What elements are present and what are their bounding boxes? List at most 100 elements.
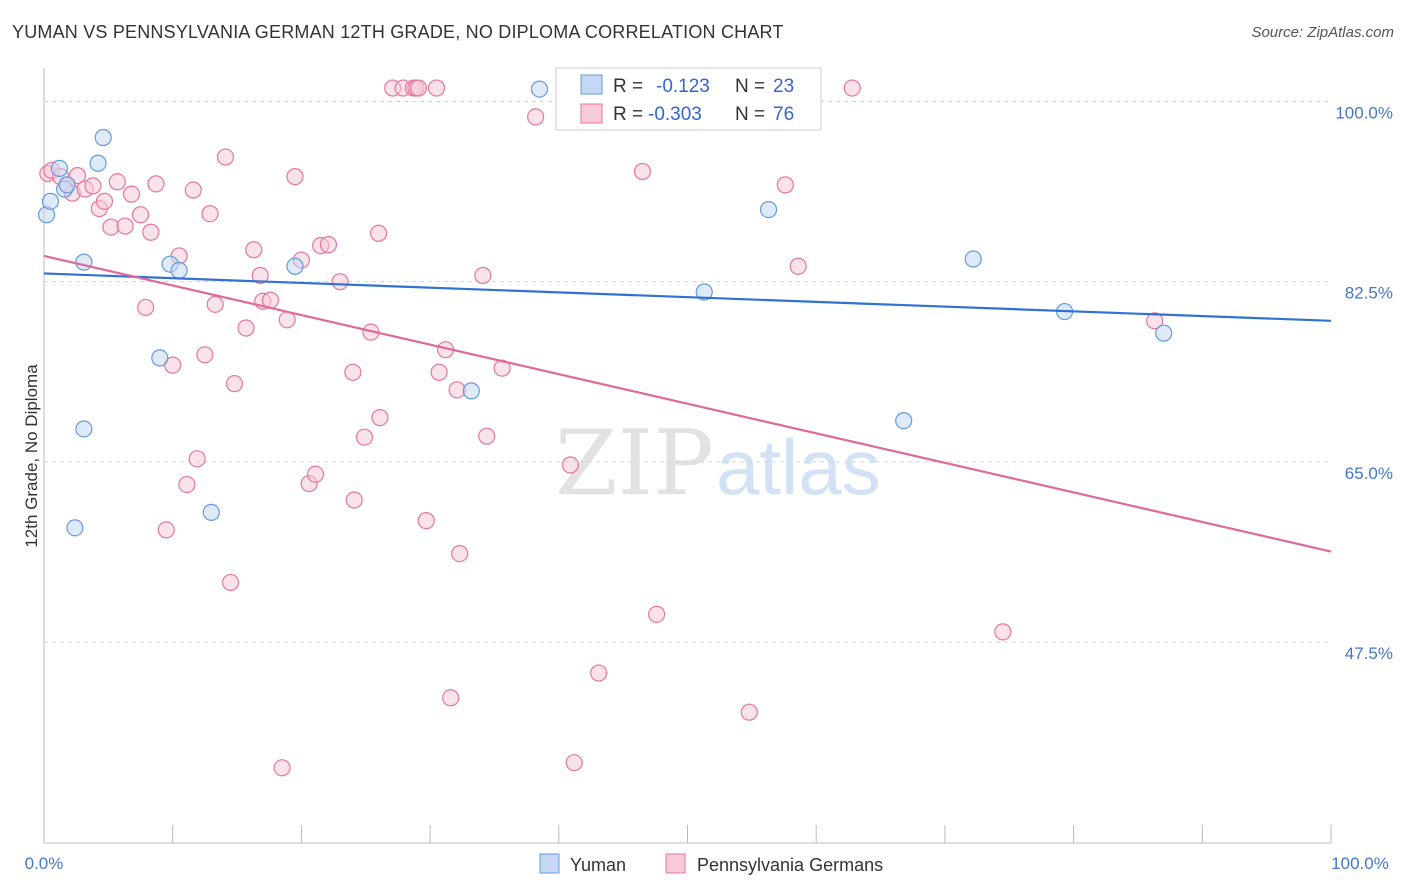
watermark-zip: ZIP <box>555 411 714 516</box>
point-pennsylvania-germans-55 <box>427 79 446 97</box>
point-pennsylvania-germans-18 <box>157 521 175 539</box>
point-pennsylvania-germans-21 <box>178 475 196 494</box>
point-pennsylvania-germans-72 <box>776 176 794 194</box>
point-pennsylvania-germans-71 <box>740 703 758 721</box>
point-pennsylvania-germans-11 <box>108 173 126 191</box>
x-tick-label-max: 100.0% <box>1331 854 1389 873</box>
legend-swatch-pennsylvania-germans <box>580 103 603 124</box>
watermark-atlas: atlas <box>716 423 881 511</box>
point-pennsylvania-germans-31 <box>245 241 263 259</box>
legend-n-label-1: N = <box>735 76 765 97</box>
y-tick-label-3: 100.0% <box>1335 103 1393 122</box>
point-pennsylvania-germans-68 <box>590 664 608 682</box>
point-pennsylvania-germans-69 <box>633 162 652 181</box>
point-pennsylvania-germans-32 <box>251 266 269 285</box>
point-yuman-22 <box>1155 324 1173 342</box>
point-yuman-16 <box>530 80 549 98</box>
trend-line-pennsylvania-germans <box>43 254 1332 553</box>
point-yuman-5 <box>75 253 93 271</box>
point-pennsylvania-germans-24 <box>196 346 214 364</box>
point-pennsylvania-germans-25 <box>201 205 219 223</box>
bottom-legend-label-pennsylvania-germans: Pennsylvania Germans <box>697 855 883 875</box>
point-pennsylvania-germans-23 <box>188 450 206 468</box>
point-pennsylvania-germans-66 <box>561 456 579 474</box>
point-pennsylvania-germans-10 <box>102 218 120 236</box>
point-pennsylvania-germans-35 <box>273 759 291 777</box>
point-yuman-13 <box>202 503 220 521</box>
bottom-legend-swatch-pennsylvania-germans <box>665 853 686 874</box>
point-pennsylvania-germans-42 <box>319 236 338 254</box>
y-axis-title: 12th Grade, No Diploma <box>22 364 41 548</box>
point-pennsylvania-germans-28 <box>222 573 240 592</box>
chart-source: Source: ZipAtlas.com <box>1251 24 1394 41</box>
x-tick-label-min: 0.0% <box>25 854 64 873</box>
point-pennsylvania-germans-56 <box>417 512 435 530</box>
data-points <box>37 79 1173 777</box>
point-yuman-2 <box>50 159 69 177</box>
x-ticks <box>43 825 1332 843</box>
point-pennsylvania-germans-22 <box>184 181 202 199</box>
point-pennsylvania-germans-48 <box>370 224 388 242</box>
trend-line-yuman <box>43 272 1332 322</box>
point-pennsylvania-germans-43 <box>331 273 349 291</box>
point-yuman-9 <box>94 128 112 147</box>
legend-r-label-2: R = <box>613 104 643 125</box>
point-pennsylvania-germans-44 <box>344 363 362 381</box>
point-pennsylvania-germans-9 <box>95 192 114 210</box>
point-pennsylvania-germans-13 <box>122 185 141 203</box>
point-yuman-20 <box>964 250 982 268</box>
point-pennsylvania-germans-15 <box>137 298 155 317</box>
point-pennsylvania-germans-37 <box>286 168 304 186</box>
point-pennsylvania-germans-61 <box>451 544 469 563</box>
point-yuman-10 <box>151 349 169 367</box>
point-yuman-4 <box>58 176 76 194</box>
point-yuman-19 <box>895 412 913 430</box>
point-pennsylvania-germans-76 <box>1146 312 1164 330</box>
bottom-legend: Yuman Pennsylvania Germans <box>539 853 883 875</box>
point-pennsylvania-germans-60 <box>448 381 466 399</box>
point-yuman-6 <box>75 420 93 438</box>
point-pennsylvania-germans-57 <box>430 363 448 381</box>
legend-n-value-1: 23 <box>773 76 794 97</box>
legend-r-value-1: -0.123 <box>656 76 710 97</box>
point-pennsylvania-germans-19 <box>164 356 182 374</box>
point-pennsylvania-germans-73 <box>789 257 807 275</box>
legend-n-label-2: N = <box>735 104 765 125</box>
point-pennsylvania-germans-59 <box>442 689 460 707</box>
point-pennsylvania-germans-70 <box>648 605 666 623</box>
point-yuman-1 <box>41 192 60 210</box>
point-pennsylvania-germans-40 <box>306 465 325 483</box>
point-yuman-14 <box>286 257 304 275</box>
point-yuman-15 <box>462 382 480 400</box>
point-pennsylvania-germans-62 <box>474 266 492 285</box>
point-yuman-12 <box>170 261 188 279</box>
point-yuman-18 <box>759 200 778 219</box>
chart-title: YUMAN VS PENNSYLVANIA GERMAN 12TH GRADE,… <box>12 22 784 42</box>
point-pennsylvania-germans-17 <box>147 175 165 193</box>
point-pennsylvania-germans-75 <box>994 623 1012 641</box>
point-yuman-8 <box>89 154 107 172</box>
point-pennsylvania-germans-29 <box>225 375 244 393</box>
y-tick-label-1: 65.0% <box>1345 464 1393 483</box>
trend-lines <box>43 254 1332 553</box>
point-pennsylvania-germans-12 <box>116 217 134 235</box>
point-pennsylvania-germans-7 <box>84 177 102 195</box>
point-pennsylvania-germans-74 <box>843 79 861 97</box>
point-pennsylvania-germans-45 <box>345 491 363 509</box>
point-pennsylvania-germans-63 <box>478 427 496 445</box>
point-pennsylvania-germans-27 <box>216 148 235 166</box>
point-pennsylvania-germans-16 <box>142 223 160 241</box>
point-yuman-7 <box>66 519 84 537</box>
point-pennsylvania-germans-14 <box>131 206 150 224</box>
y-tick-label-2: 82.5% <box>1345 284 1393 303</box>
grid-lines <box>44 100 1331 643</box>
point-pennsylvania-germans-30 <box>237 319 255 337</box>
point-pennsylvania-germans-65 <box>527 108 545 126</box>
legend-r-value-2: -0.303 <box>648 104 702 125</box>
legend-n-value-2: 76 <box>773 104 794 125</box>
legend-swatch-yuman <box>580 74 603 95</box>
point-pennsylvania-germans-49 <box>371 409 389 427</box>
bottom-legend-swatch-yuman <box>539 853 560 874</box>
bottom-legend-label-yuman: Yuman <box>570 855 626 875</box>
